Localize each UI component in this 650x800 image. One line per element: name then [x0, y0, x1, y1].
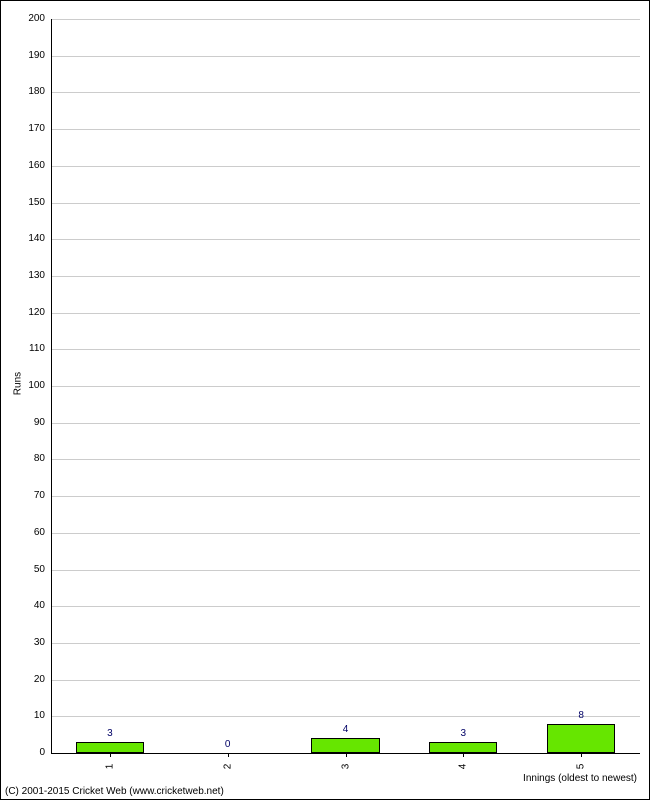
bar [311, 738, 379, 753]
grid-line [51, 19, 640, 20]
y-tick-label: 80 [5, 453, 45, 464]
y-axis-line [51, 19, 52, 753]
x-tick-mark [346, 753, 347, 757]
y-tick-label: 130 [5, 270, 45, 281]
grid-line [51, 166, 640, 167]
y-tick-label: 0 [5, 747, 45, 758]
y-tick-label: 50 [5, 564, 45, 575]
x-tick-mark [228, 753, 229, 757]
y-tick-label: 110 [5, 343, 45, 354]
grid-line [51, 349, 640, 350]
y-tick-label: 200 [5, 13, 45, 24]
y-tick-label: 90 [5, 417, 45, 428]
grid-line [51, 239, 640, 240]
bar-value-label: 3 [90, 728, 130, 739]
copyright-text: (C) 2001-2015 Cricket Web (www.cricketwe… [5, 786, 224, 797]
y-tick-label: 70 [5, 490, 45, 501]
x-tick-mark [110, 753, 111, 757]
y-tick-label: 160 [5, 160, 45, 171]
y-tick-label: 20 [5, 674, 45, 685]
x-tick-label: 1 [104, 757, 115, 777]
grid-line [51, 533, 640, 534]
y-tick-label: 100 [5, 380, 45, 391]
bar-value-label: 0 [208, 739, 248, 750]
y-tick-label: 40 [5, 600, 45, 611]
y-tick-label: 10 [5, 710, 45, 721]
grid-line [51, 56, 640, 57]
grid-line [51, 459, 640, 460]
bar [547, 724, 615, 753]
grid-line [51, 276, 640, 277]
grid-line [51, 716, 640, 717]
y-tick-label: 140 [5, 233, 45, 244]
y-tick-label: 170 [5, 123, 45, 134]
chart-frame: Runs Innings (oldest to newest) (C) 2001… [0, 0, 650, 800]
grid-line [51, 313, 640, 314]
y-tick-label: 190 [5, 50, 45, 61]
bar-value-label: 8 [561, 710, 601, 721]
grid-line [51, 570, 640, 571]
grid-line [51, 496, 640, 497]
grid-line [51, 606, 640, 607]
x-tick-mark [581, 753, 582, 757]
bar [429, 742, 497, 753]
grid-line [51, 680, 640, 681]
x-tick-label: 4 [458, 757, 469, 777]
bar-value-label: 4 [326, 724, 366, 735]
y-tick-label: 30 [5, 637, 45, 648]
grid-line [51, 203, 640, 204]
x-tick-label: 2 [222, 757, 233, 777]
plot-area [51, 19, 640, 753]
grid-line [51, 129, 640, 130]
y-tick-label: 180 [5, 86, 45, 97]
bar-value-label: 3 [443, 728, 483, 739]
x-tick-label: 3 [340, 757, 351, 777]
y-tick-label: 60 [5, 527, 45, 538]
bar [76, 742, 144, 753]
grid-line [51, 643, 640, 644]
y-tick-label: 120 [5, 307, 45, 318]
y-tick-label: 150 [5, 197, 45, 208]
grid-line [51, 92, 640, 93]
grid-line [51, 423, 640, 424]
x-tick-mark [463, 753, 464, 757]
x-tick-label: 5 [576, 757, 587, 777]
grid-line [51, 386, 640, 387]
